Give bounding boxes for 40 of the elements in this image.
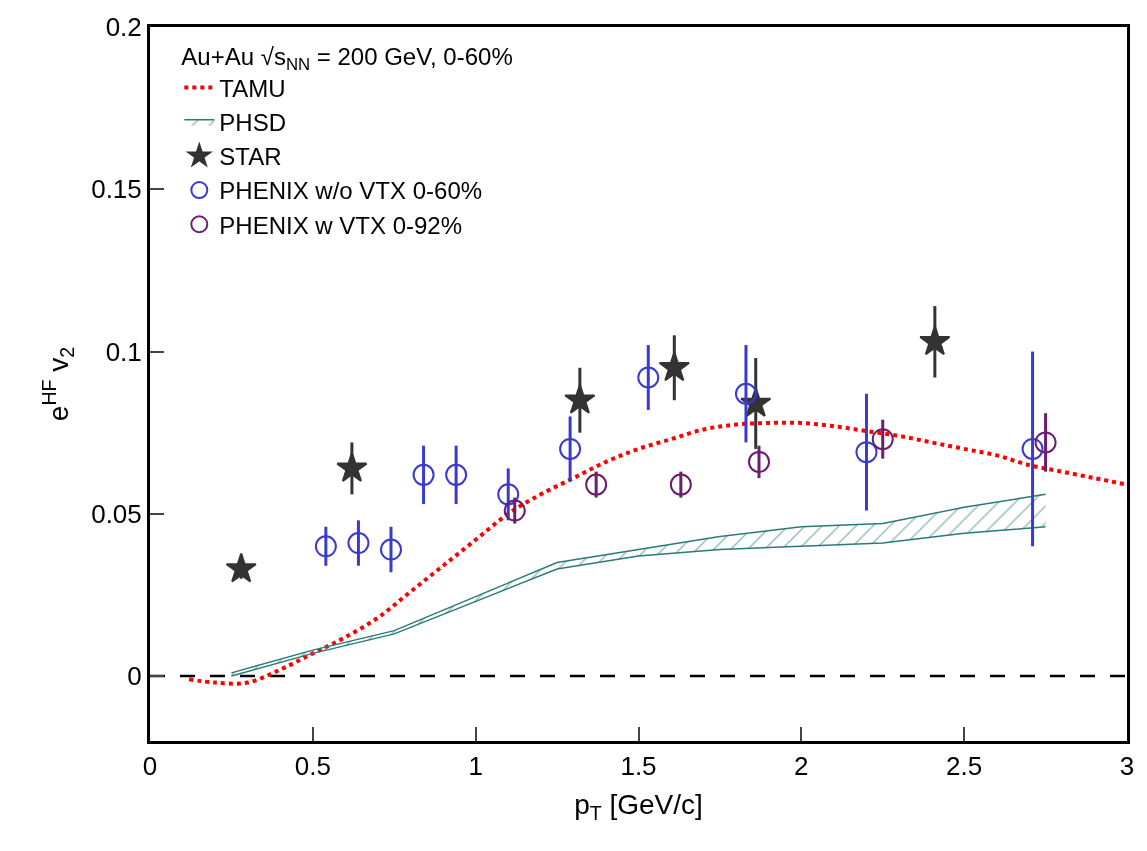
point <box>658 351 690 382</box>
y-tick-label: 0 <box>127 661 142 692</box>
point <box>855 441 878 464</box>
point <box>1034 431 1057 454</box>
legend-label: STAR <box>219 143 282 171</box>
legend-title: Au+Au √s$_{NN}$ = 200 GeV, 0-60% <box>181 43 513 75</box>
x-tick-label: 2.5 <box>946 751 983 782</box>
x-tick-label: 2 <box>794 751 809 782</box>
point <box>225 552 257 583</box>
y-tick-label: 0.1 <box>105 336 142 367</box>
legend-label: PHENIX w VTX 0-92% <box>219 211 463 239</box>
x-axis-title: p$_{T}$ [GeV/c] <box>574 789 703 825</box>
point <box>503 499 526 522</box>
point <box>748 450 770 473</box>
point <box>919 325 951 356</box>
y-tick-label: 0.2 <box>105 12 142 43</box>
x-tick-label: 1.5 <box>620 751 657 782</box>
line-series <box>187 420 1127 686</box>
point <box>380 538 402 561</box>
x-tick-label: 3 <box>1119 751 1135 782</box>
x-tick-label: 0.5 <box>294 751 331 782</box>
point <box>564 383 596 414</box>
legend-label: PHENIX w/o VTX 0-60% <box>219 177 483 205</box>
point <box>1021 437 1044 460</box>
point <box>445 463 468 486</box>
point <box>336 451 368 482</box>
legend-label: PHSD <box>219 109 286 136</box>
point <box>314 535 337 558</box>
x-tick-label: 1 <box>468 751 483 782</box>
y-tick-label: 0.05 <box>91 498 142 529</box>
legend-label: TAMU <box>219 74 286 102</box>
point <box>559 437 582 460</box>
point <box>669 473 692 496</box>
point <box>347 532 370 555</box>
point <box>412 463 435 486</box>
point <box>871 428 894 451</box>
point <box>497 483 520 506</box>
y-tick-label: 0.15 <box>91 174 142 205</box>
point <box>585 473 608 496</box>
point <box>637 366 660 389</box>
